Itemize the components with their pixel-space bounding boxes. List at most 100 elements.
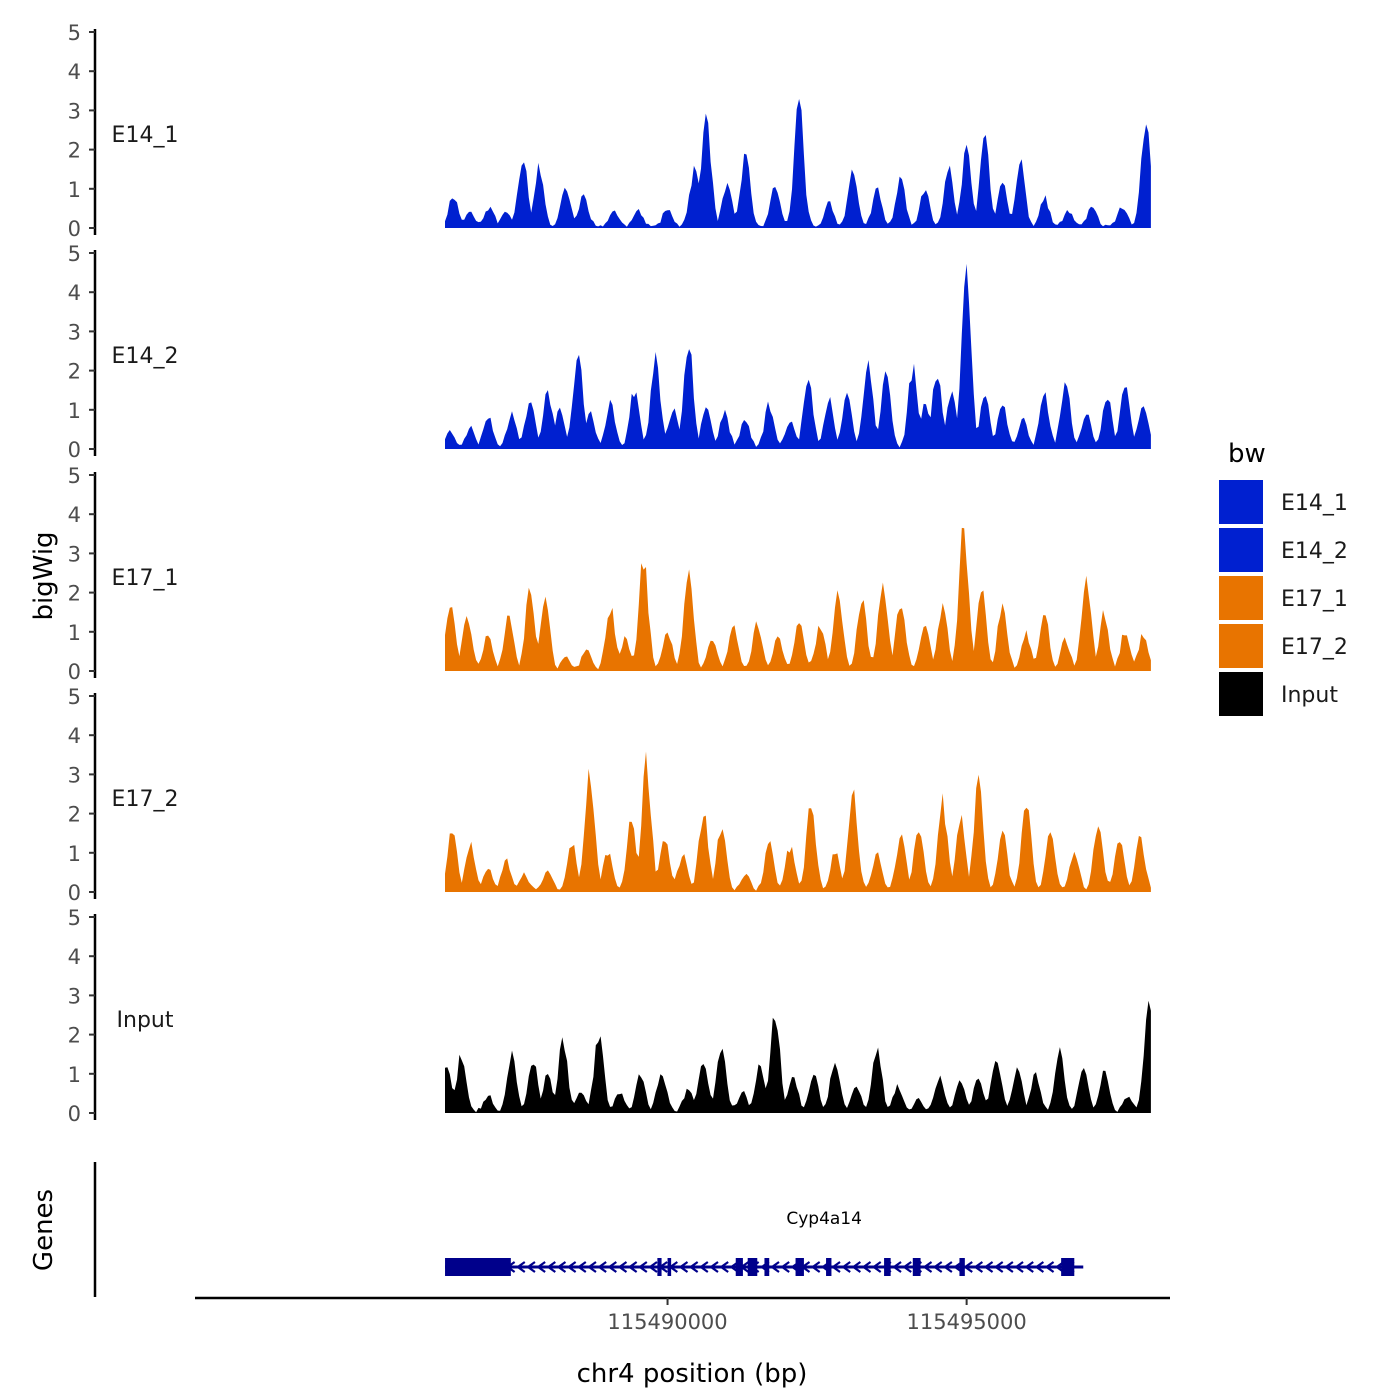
gene-name: Cyp4a14 [786, 1209, 862, 1229]
exon [1061, 1258, 1075, 1276]
strand-arrow [1034, 1261, 1045, 1273]
legend-swatch-E17_2 [1219, 624, 1263, 668]
y-axis-label: bigWig [29, 531, 59, 620]
genes-track-label: Genes [29, 1189, 59, 1271]
legend-swatch-Input [1219, 672, 1263, 716]
y-tick-label: 3 [68, 763, 81, 787]
y-tick-label: 0 [68, 660, 81, 684]
track-E14_1: 0 1 2 3 4 5 E14_1 [68, 21, 1151, 241]
track-E17_1: 0 1 2 3 4 5 E17_1 [68, 464, 1151, 684]
strand-arrow [871, 1261, 882, 1273]
legend-label: E17_2 [1281, 635, 1348, 660]
strand-arrow [719, 1261, 729, 1273]
y-tick-label: 1 [68, 178, 81, 202]
y-tick-label: 4 [68, 503, 81, 527]
y-tick-label: 1 [68, 621, 81, 645]
strand-arrow [617, 1261, 628, 1273]
exon [884, 1258, 891, 1276]
coverage-area-E17_1 [445, 527, 1151, 671]
y-tick-label: 3 [68, 984, 81, 1008]
exon [912, 1258, 921, 1276]
strand-arrow [973, 1261, 984, 1273]
x-tick-label: 115495000 [907, 1310, 1027, 1334]
strand-arrow [536, 1261, 546, 1273]
y-tick-label: 4 [68, 945, 81, 969]
strand-arrow [607, 1261, 617, 1273]
strand-arrow [515, 1261, 526, 1273]
exon [735, 1258, 743, 1276]
y-tick-label: 5 [68, 685, 81, 709]
exon [657, 1258, 662, 1276]
y-tick-label: 0 [68, 1102, 81, 1126]
strand-arrow [526, 1261, 536, 1273]
strand-arrow [902, 1261, 912, 1273]
coverage-area-Input [445, 1000, 1151, 1113]
y-tick-label: 4 [68, 724, 81, 748]
strand-arrow [566, 1261, 577, 1273]
strand-arrow [587, 1261, 597, 1273]
y-tick-label: 2 [68, 1024, 81, 1048]
y-tick-label: 2 [68, 360, 81, 384]
track-label: E14_1 [112, 123, 179, 148]
strand-arrow [546, 1261, 556, 1273]
strand-arrow [1014, 1261, 1024, 1273]
strand-arrow [892, 1261, 902, 1273]
strand-arrow [627, 1261, 638, 1273]
exon [764, 1258, 770, 1276]
y-tick-label: 3 [68, 320, 81, 344]
strand-arrow [678, 1261, 689, 1273]
strand-arrow [698, 1261, 709, 1273]
x-tick-label: 115490000 [607, 1310, 727, 1334]
legend-label: Input [1281, 683, 1338, 708]
y-tick-label: 1 [68, 842, 81, 866]
strand-arrow [831, 1261, 841, 1273]
legend-swatch-E14_2 [1219, 528, 1263, 572]
strand-arrow [1024, 1261, 1034, 1273]
y-tick-label: 0 [68, 438, 81, 462]
strand-arrow [841, 1261, 851, 1273]
strand-arrow [556, 1261, 567, 1273]
legend-swatch-E14_1 [1219, 480, 1263, 524]
track-label: Input [117, 1008, 174, 1033]
track-label: E14_2 [112, 344, 179, 369]
strand-arrow [851, 1261, 862, 1273]
track-label: E17_1 [112, 566, 179, 591]
coverage-area-E17_2 [445, 751, 1151, 892]
y-tick-label: 1 [68, 1063, 81, 1087]
exon [445, 1258, 511, 1276]
strand-arrow [861, 1261, 872, 1273]
strand-arrow [932, 1261, 943, 1273]
y-tick-label: 4 [68, 60, 81, 84]
strand-arrow [963, 1261, 973, 1273]
y-tick-label: 4 [68, 281, 81, 305]
y-tick-label: 3 [68, 99, 81, 123]
y-tick-label: 2 [68, 139, 81, 163]
strand-arrow [780, 1261, 790, 1273]
legend-swatch-E17_1 [1219, 576, 1263, 620]
exon [959, 1258, 965, 1276]
strand-arrow [576, 1261, 587, 1273]
y-tick-label: 5 [68, 21, 81, 45]
strand-arrow [597, 1261, 607, 1273]
y-tick-label: 0 [68, 881, 81, 905]
y-tick-label: 2 [68, 803, 81, 827]
y-tick-label: 5 [68, 242, 81, 266]
track-Input: 0 1 2 3 4 5 Input [68, 906, 1151, 1126]
strand-arrow [922, 1261, 933, 1273]
strand-arrow [637, 1261, 648, 1273]
strand-arrow [648, 1261, 658, 1273]
strand-arrow [688, 1261, 699, 1273]
strand-arrow [1044, 1261, 1055, 1273]
x-axis-label: chr4 position (bp) [577, 1359, 808, 1389]
exon [747, 1258, 758, 1276]
strand-arrow [942, 1261, 953, 1273]
strand-arrow [709, 1261, 719, 1273]
legend-title: bw [1228, 439, 1266, 469]
track-E14_2: 0 1 2 3 4 5 E14_2 [68, 242, 1151, 462]
legend-label: E14_1 [1281, 491, 1348, 516]
coverage-area-E14_1 [445, 99, 1151, 228]
y-tick-label: 1 [68, 399, 81, 423]
track-E17_2: 0 1 2 3 4 5 E17_2 [68, 685, 1151, 905]
y-tick-label: 0 [68, 217, 81, 241]
